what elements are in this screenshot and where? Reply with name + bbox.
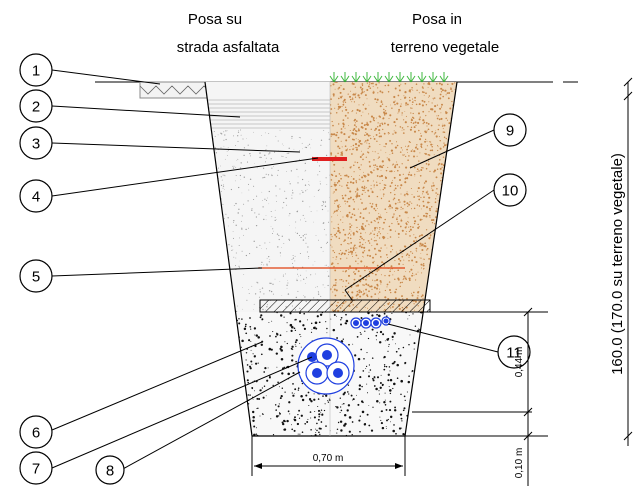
callout-6-label: 6 <box>32 425 40 442</box>
callout-10-label: 10 <box>502 183 519 200</box>
callout-7-label: 7 <box>32 461 40 478</box>
callout-5-label: 5 <box>32 269 40 286</box>
bed-height-dimension <box>405 307 548 486</box>
total-depth-label: 160.0 (170.0 su terreno vegetale) <box>609 153 626 375</box>
callout-7: 7 <box>19 451 53 485</box>
protection-slab <box>259 299 431 313</box>
trench-outline <box>204 81 458 437</box>
warning-tape <box>312 157 347 161</box>
callout-9-label: 9 <box>506 123 514 140</box>
callout-markers: 1 2 3 4 5 6 7 8 <box>19 53 531 485</box>
header-soil-line2: terreno vegetale <box>391 39 499 56</box>
small-cables <box>350 316 391 329</box>
callout-11-label: 11 <box>506 345 522 362</box>
header-asphalt-line1: Posa su <box>188 11 242 28</box>
callout-10: 10 <box>493 173 527 207</box>
callout-4: 4 <box>19 179 53 213</box>
callout-3: 3 <box>19 126 53 160</box>
total-depth-dimension <box>623 77 633 446</box>
callout-8: 8 <box>95 455 125 485</box>
bed-height-label: 0,44 m <box>514 347 525 378</box>
grass-surface <box>329 72 449 83</box>
bottom-depth-label: 0,10 m <box>514 448 525 479</box>
header-soil-line1: Posa in <box>412 11 462 28</box>
header-asphalt-line2: strada asfaltata <box>177 39 280 56</box>
power-cables <box>297 337 355 395</box>
callout-8-label: 8 <box>106 463 114 480</box>
callout-9: 9 <box>493 113 527 147</box>
leader-lines <box>51 69 499 471</box>
callout-2: 2 <box>19 89 53 123</box>
callout-5: 5 <box>19 259 53 293</box>
width-dimension <box>251 436 406 476</box>
callout-11: 11 <box>497 335 531 369</box>
callout-6: 6 <box>19 415 53 449</box>
callout-4-label: 4 <box>32 189 40 206</box>
callout-1: 1 <box>19 53 53 87</box>
width-dimension-label: 0,70 m <box>313 453 344 464</box>
callout-2-label: 2 <box>32 99 40 116</box>
callout-3-label: 3 <box>32 136 40 153</box>
callout-1-label: 1 <box>32 63 40 80</box>
